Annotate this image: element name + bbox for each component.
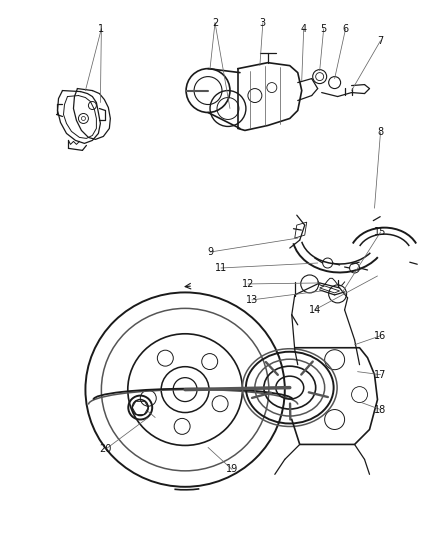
Text: 9: 9 — [207, 247, 213, 257]
Text: 7: 7 — [378, 36, 384, 46]
Text: 11: 11 — [215, 263, 227, 273]
Text: 6: 6 — [343, 24, 349, 34]
Text: 18: 18 — [374, 405, 387, 415]
Text: 8: 8 — [378, 127, 384, 138]
Text: 17: 17 — [374, 370, 387, 379]
Text: 2: 2 — [212, 18, 218, 28]
Text: 15: 15 — [374, 227, 387, 237]
Text: 19: 19 — [226, 464, 238, 474]
Text: 12: 12 — [242, 279, 254, 289]
Text: 4: 4 — [300, 24, 307, 34]
Text: 13: 13 — [246, 295, 258, 305]
Text: 5: 5 — [321, 24, 327, 34]
Text: 1: 1 — [98, 24, 104, 34]
Text: 16: 16 — [374, 331, 387, 341]
Text: 14: 14 — [308, 305, 321, 315]
Text: 3: 3 — [260, 18, 266, 28]
Text: 20: 20 — [99, 445, 112, 455]
